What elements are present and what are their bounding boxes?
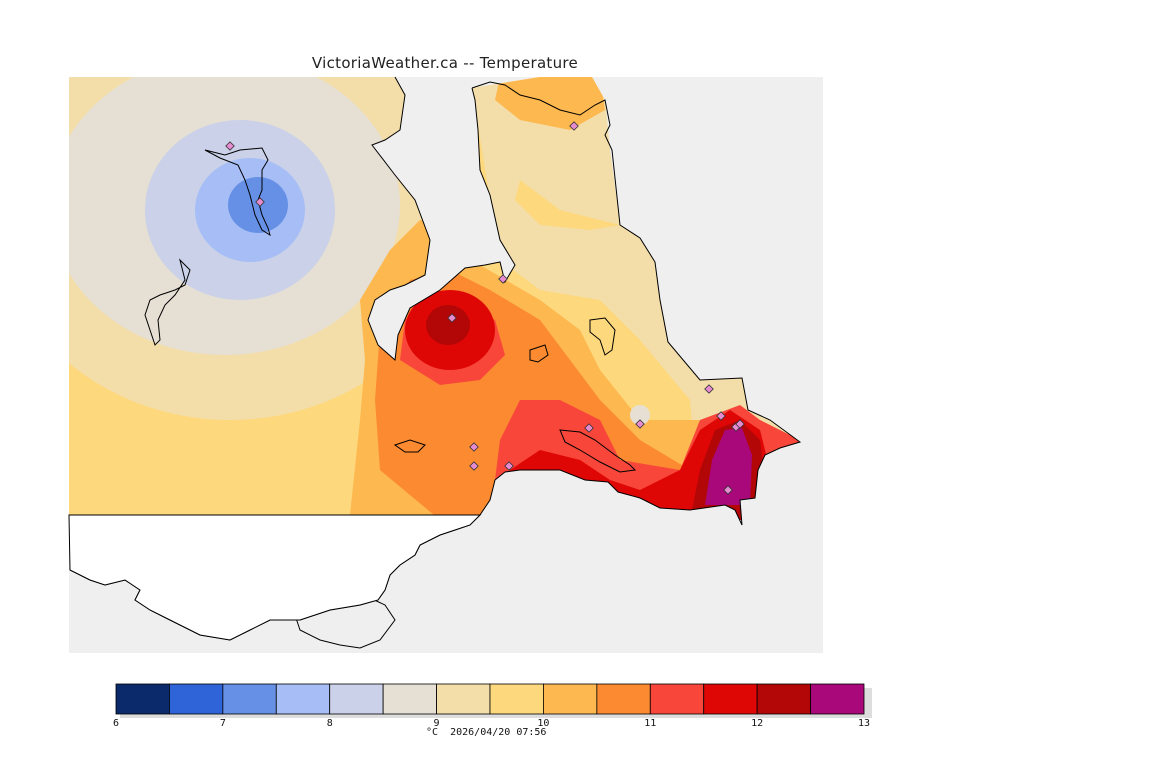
legend-caption: °C 2026/04/20 07:56 xyxy=(426,727,546,738)
station-marker[interactable] xyxy=(704,384,714,394)
station-marker[interactable] xyxy=(723,485,733,495)
legend-tick-label: 6 xyxy=(113,718,119,729)
legend-tick-label: 7 xyxy=(220,718,226,729)
station-marker[interactable] xyxy=(225,141,235,151)
legend-swatch xyxy=(489,683,544,715)
legend-swatch xyxy=(810,683,865,715)
legend-swatch xyxy=(275,683,331,715)
legend-swatch xyxy=(115,683,170,715)
station-marker[interactable] xyxy=(504,461,514,471)
station-marker[interactable] xyxy=(569,121,579,131)
station-marker[interactable] xyxy=(498,274,508,284)
station-marker[interactable] xyxy=(255,197,265,207)
legend-tick-label: 10 xyxy=(537,718,549,729)
legend-swatch xyxy=(436,683,491,715)
station-marker[interactable] xyxy=(716,411,726,421)
legend-swatch xyxy=(382,683,437,715)
legend-swatch xyxy=(222,683,277,715)
station-marker[interactable] xyxy=(635,419,645,429)
legend-tick-label: 11 xyxy=(644,718,656,729)
legend-tick-label: 9 xyxy=(434,718,440,729)
chart-title: VictoriaWeather.ca -- Temperature xyxy=(311,54,579,72)
legend-swatch xyxy=(649,683,705,715)
unit-label: °C xyxy=(426,727,439,738)
legend-swatch xyxy=(703,683,758,715)
legend-swatch xyxy=(543,683,598,715)
station-marker[interactable] xyxy=(735,419,745,429)
legend-tick-label: 8 xyxy=(327,718,333,729)
legend-swatch xyxy=(169,683,224,715)
legend-tick-label: 12 xyxy=(751,718,763,729)
station-marker[interactable] xyxy=(447,313,457,323)
station-marker[interactable] xyxy=(469,461,479,471)
color-legend: 6 7 8 9 10 11 12 13 xyxy=(113,683,872,729)
timestamp: 2026/04/20 07:56 xyxy=(450,727,547,738)
station-marker[interactable] xyxy=(469,442,479,452)
legend-swatch xyxy=(756,683,811,715)
weather-stations xyxy=(225,121,745,495)
legend-swatch xyxy=(329,683,384,715)
station-marker[interactable] xyxy=(584,423,594,433)
land-mass xyxy=(68,514,482,641)
legend-swatch xyxy=(596,683,651,715)
legend-tick-label: 13 xyxy=(858,718,870,729)
